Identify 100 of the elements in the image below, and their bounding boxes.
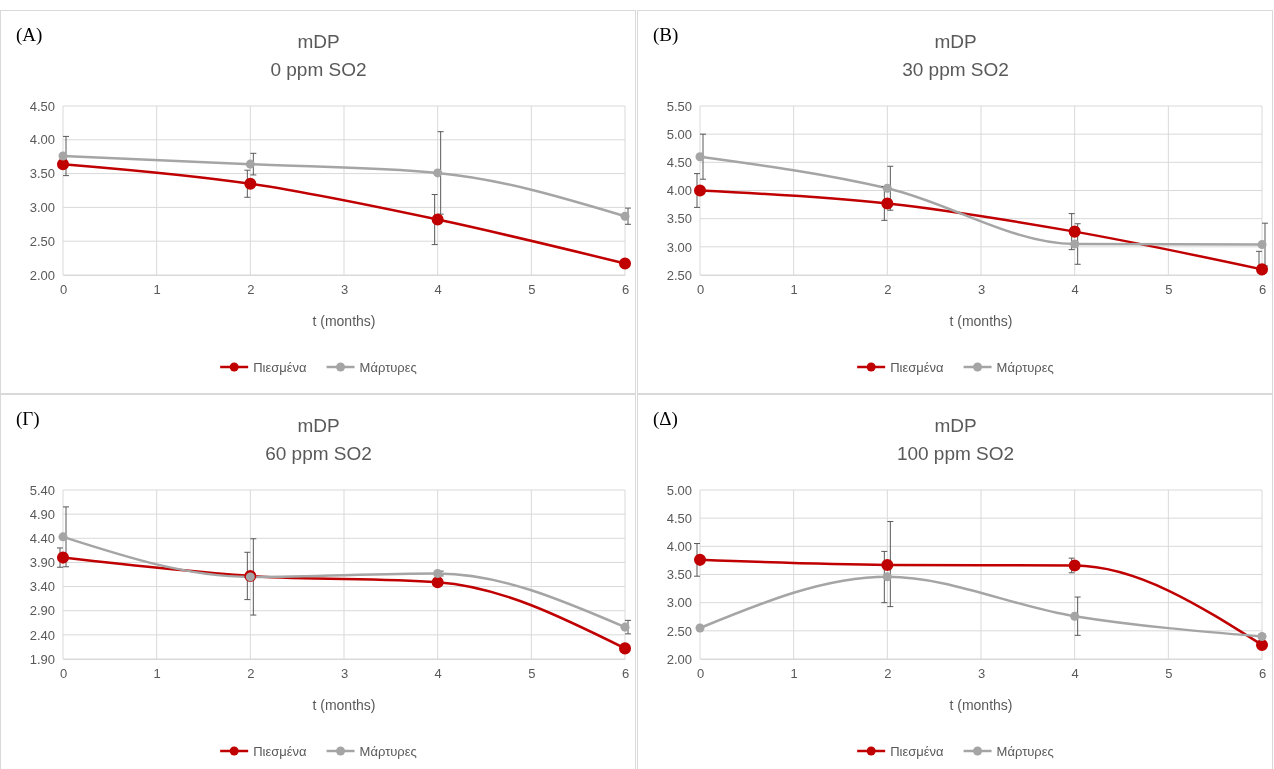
x-tick-label: 5 bbox=[528, 666, 536, 682]
point bbox=[695, 623, 705, 633]
x-tick-label: 2 bbox=[884, 666, 892, 682]
x-tick-label: 0 bbox=[696, 282, 705, 298]
y-tick-label: 5.00 bbox=[666, 126, 692, 142]
x-axis-title: t (months) bbox=[949, 697, 1013, 713]
point bbox=[1255, 263, 1269, 276]
x-tick-label: 1 bbox=[790, 282, 798, 298]
y-tick-label: 5.50 bbox=[666, 98, 692, 114]
y-tick-label: 4.40 bbox=[29, 530, 55, 546]
x-tick-label: 2 bbox=[247, 282, 255, 298]
point bbox=[1255, 638, 1269, 651]
point bbox=[618, 257, 632, 270]
y-tick-label: 4.50 bbox=[666, 154, 692, 170]
chart-title: mDP bbox=[934, 31, 977, 52]
y-tick-label: 2.50 bbox=[666, 623, 692, 639]
point bbox=[433, 569, 443, 579]
point bbox=[56, 551, 70, 564]
chart-subtitle: 100 ppm SO2 bbox=[896, 443, 1015, 464]
point bbox=[1068, 225, 1081, 238]
legend-label: Μάρτυρες bbox=[359, 359, 417, 375]
legend-label: Μάρτυρες bbox=[359, 743, 417, 759]
x-tick-label: 6 bbox=[1258, 666, 1267, 682]
x-tick-label: 0 bbox=[59, 282, 68, 298]
x-tick-label: 6 bbox=[1258, 282, 1267, 298]
text: (B) bbox=[653, 24, 679, 46]
y-tick-label: 4.00 bbox=[666, 183, 692, 199]
text: (Δ) bbox=[653, 408, 678, 430]
y-tick-label: 4.90 bbox=[29, 506, 55, 522]
y-tick-label: 4.50 bbox=[29, 98, 55, 114]
x-axis-title: t (months) bbox=[312, 313, 376, 329]
legend-label: Πιεσμένα bbox=[253, 359, 308, 375]
y-tick-label: 4.00 bbox=[29, 132, 55, 148]
x-tick-label: 4 bbox=[434, 666, 442, 682]
x-tick-label: 5 bbox=[1165, 282, 1173, 298]
y-tick-label: 2.00 bbox=[666, 651, 692, 667]
y-tick-label: 3.00 bbox=[29, 200, 55, 216]
x-tick-label: 3 bbox=[977, 282, 986, 298]
chart-subtitle: 0 ppm SO2 bbox=[270, 59, 367, 80]
text: (A) bbox=[16, 24, 43, 46]
point bbox=[693, 184, 707, 197]
y-tick-label: 5.00 bbox=[666, 482, 692, 498]
y-tick-label: 5.40 bbox=[29, 482, 55, 498]
x-tick-label: 4 bbox=[1071, 666, 1079, 682]
x-tick-label: 4 bbox=[434, 282, 442, 298]
y-tick-label: 3.00 bbox=[666, 239, 692, 255]
y-tick-label: 3.50 bbox=[666, 567, 692, 583]
point bbox=[244, 177, 257, 190]
x-tick-label: 1 bbox=[153, 282, 161, 298]
x-tick-label: 0 bbox=[696, 666, 705, 682]
point bbox=[1068, 559, 1081, 572]
point bbox=[881, 197, 894, 210]
y-tick-label: 3.40 bbox=[29, 579, 55, 595]
point bbox=[431, 213, 444, 226]
y-tick-label: 4.50 bbox=[666, 510, 692, 526]
x-tick-label: 2 bbox=[247, 666, 255, 682]
y-tick-label: 3.00 bbox=[666, 595, 692, 611]
y-tick-label: 2.90 bbox=[29, 603, 55, 619]
point bbox=[881, 558, 894, 571]
y-tick-label: 3.50 bbox=[29, 166, 55, 182]
x-tick-label: 1 bbox=[790, 666, 798, 682]
point bbox=[693, 553, 707, 566]
point bbox=[1257, 631, 1267, 641]
x-tick-label: 3 bbox=[340, 282, 349, 298]
x-tick-label: 0 bbox=[59, 666, 68, 682]
legend-label: Πιεσμένα bbox=[890, 743, 945, 759]
chart-title: mDP bbox=[297, 31, 340, 52]
point bbox=[695, 152, 705, 162]
legend-label: Μάρτυρες bbox=[996, 743, 1054, 759]
point bbox=[1070, 611, 1080, 621]
legend-label: Πιεσμένα bbox=[890, 359, 945, 375]
point bbox=[618, 642, 632, 655]
point bbox=[620, 211, 630, 221]
x-tick-label: 6 bbox=[621, 282, 630, 298]
point bbox=[56, 158, 70, 171]
x-tick-label: 1 bbox=[153, 666, 161, 682]
y-tick-label: 3.50 bbox=[666, 211, 692, 227]
y-tick-label: 4.00 bbox=[666, 538, 692, 554]
chart-title: mDP bbox=[297, 415, 340, 436]
point bbox=[433, 168, 443, 178]
x-tick-label: 5 bbox=[1165, 666, 1173, 682]
x-tick-label: 6 bbox=[621, 666, 630, 682]
point bbox=[58, 532, 68, 542]
x-axis-title: t (months) bbox=[312, 697, 376, 713]
x-tick-label: 4 bbox=[1071, 282, 1079, 298]
x-tick-label: 3 bbox=[977, 666, 986, 682]
point bbox=[882, 572, 892, 582]
y-tick-label: 2.40 bbox=[29, 627, 55, 643]
legend-label: Πιεσμένα bbox=[253, 743, 308, 759]
x-tick-label: 2 bbox=[884, 282, 892, 298]
point bbox=[58, 151, 68, 161]
chart-title: mDP bbox=[934, 415, 977, 436]
text: (Γ) bbox=[16, 408, 40, 430]
x-axis-title: t (months) bbox=[949, 313, 1013, 329]
y-tick-label: 1.90 bbox=[29, 651, 55, 667]
legend-label: Μάρτυρες bbox=[996, 359, 1054, 375]
x-tick-label: 3 bbox=[340, 666, 349, 682]
point bbox=[620, 622, 630, 632]
y-tick-label: 2.50 bbox=[666, 267, 692, 283]
chart-subtitle: 60 ppm SO2 bbox=[265, 443, 372, 464]
